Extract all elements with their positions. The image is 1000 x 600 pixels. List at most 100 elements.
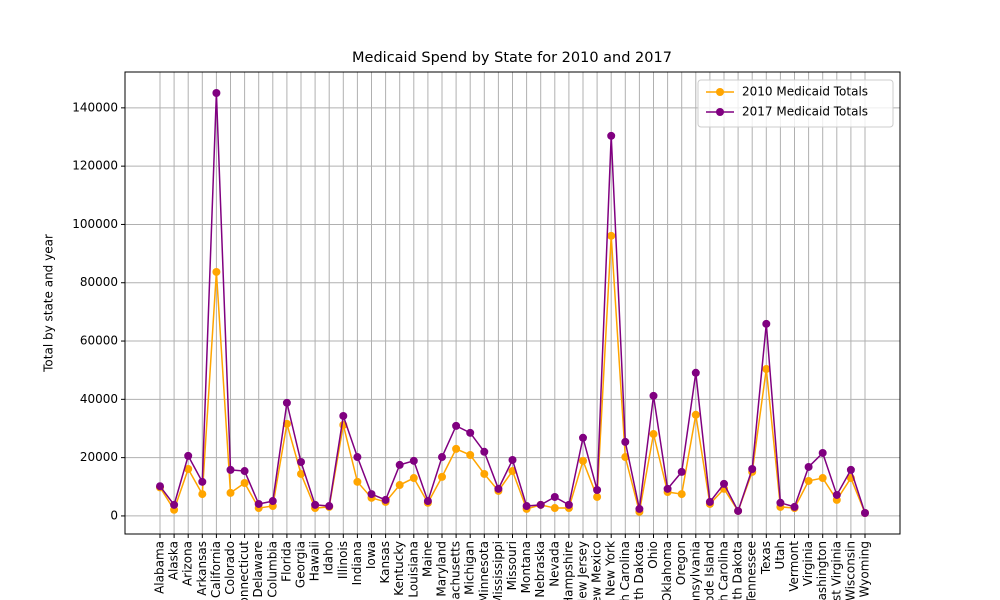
- data-point: [564, 500, 573, 509]
- x-tick-label: Louisiana: [406, 541, 420, 598]
- x-tick-label: New Mexico: [590, 541, 604, 600]
- x-tick-label: Vermont: [787, 541, 801, 592]
- data-point: [846, 465, 855, 474]
- data-point: [635, 504, 644, 513]
- data-point: [268, 497, 277, 506]
- x-tick-label: Virginia: [801, 541, 815, 586]
- x-tick-label: Kentucky: [392, 541, 406, 596]
- x-tick-label: Kansas: [378, 541, 392, 583]
- x-tick-label: Arizona: [181, 541, 195, 586]
- data-point: [282, 398, 291, 407]
- y-tick-label: 80000: [80, 275, 118, 289]
- legend-label: 2010 Medicaid Totals: [742, 85, 868, 99]
- data-point: [705, 497, 714, 506]
- data-point: [466, 428, 475, 437]
- data-point: [522, 502, 531, 511]
- legend-marker: [716, 108, 724, 116]
- plot: [156, 88, 869, 518]
- data-point: [170, 500, 179, 509]
- data-point: [832, 490, 841, 499]
- y-tick-label: 20000: [80, 450, 118, 464]
- x-tick-label: Texas: [759, 541, 773, 575]
- x-tick-label: Maryland: [435, 541, 449, 597]
- x-tick-label: New Jersey: [576, 541, 590, 600]
- legend-box: [697, 79, 894, 128]
- data-point: [649, 391, 658, 400]
- data-point: [325, 502, 334, 511]
- y-tick-label: 40000: [80, 392, 118, 406]
- x-tick-label: Montana: [519, 541, 533, 593]
- data-point: [409, 456, 418, 465]
- chart-title: Medicaid Spend by State for 2010 and 201…: [352, 50, 672, 66]
- y-tick-label: 60000: [80, 334, 118, 348]
- data-point: [311, 500, 320, 509]
- x-tick-label: Hawaii: [308, 541, 322, 581]
- x-tick-label: Rhode Island: [702, 541, 716, 600]
- data-point: [395, 481, 404, 490]
- data-point: [579, 433, 587, 442]
- axes-frame: [124, 71, 901, 535]
- x-tick-label: Nebraska: [533, 541, 547, 598]
- legend-label: 2017 Medicaid Totals: [742, 105, 868, 119]
- legend-marker: [716, 88, 724, 96]
- y-axis-label: Total by state and year: [42, 234, 56, 373]
- data-point: [480, 469, 489, 478]
- data-point: [691, 368, 700, 377]
- data-point: [550, 492, 559, 501]
- y-tick-label: 140000: [72, 100, 118, 114]
- x-tick-label: Michigan: [463, 541, 477, 595]
- x-tick-label: Nevada: [547, 541, 561, 587]
- x-tick-label: Maine: [420, 541, 434, 577]
- data-point: [452, 444, 461, 453]
- x-tick-label: Connecticut: [237, 541, 251, 600]
- x-tick-label: Alabama: [153, 541, 167, 594]
- data-point: [593, 492, 602, 501]
- data-point: [621, 453, 630, 462]
- data-point: [649, 430, 658, 439]
- data-point: [677, 490, 686, 499]
- data-point: [156, 482, 164, 491]
- data-point: [579, 456, 587, 465]
- x-tick-label: North Dakota: [632, 541, 646, 600]
- x-tick-label: South Carolina: [717, 541, 731, 600]
- data-point: [861, 509, 869, 518]
- data-point: [438, 453, 446, 462]
- data-point: [395, 460, 404, 469]
- data-point: [677, 467, 686, 476]
- data-point: [776, 498, 785, 507]
- data-point: [381, 495, 390, 504]
- x-tick-label: Oklahoma: [660, 541, 674, 600]
- data-point: [353, 477, 362, 486]
- x-tick-label: Wisconsin: [843, 541, 857, 600]
- x-tick-label: Ohio: [646, 541, 660, 569]
- x-tick-label: Indiana: [350, 541, 364, 585]
- x-tick-label: Iowa: [364, 541, 378, 569]
- x-tick-label: New York: [604, 541, 618, 596]
- data-point: [240, 478, 249, 487]
- data-point: [226, 488, 235, 497]
- data-point: [804, 476, 813, 485]
- data-point: [607, 231, 616, 240]
- data-point: [254, 499, 263, 508]
- data-point: [452, 421, 461, 430]
- data-point: [367, 490, 376, 499]
- data-point: [508, 455, 517, 464]
- data-point: [409, 474, 418, 483]
- x-tick-label: Arkansas: [195, 541, 209, 596]
- data-point: [748, 464, 757, 473]
- data-point: [212, 88, 221, 97]
- x-tick-label: New Hampshire: [561, 541, 575, 600]
- x-tick-label: Idaho: [322, 541, 336, 574]
- data-point: [734, 506, 743, 515]
- data-point: [423, 497, 432, 506]
- x-tick-label: Minnesota: [477, 541, 491, 600]
- data-point: [297, 458, 305, 467]
- data-point: [212, 267, 221, 276]
- data-point: [804, 462, 813, 471]
- data-point: [240, 467, 249, 476]
- x-tick-label: California: [209, 541, 223, 598]
- x-tick-label: Alaska: [167, 541, 181, 580]
- data-point: [621, 437, 630, 446]
- data-point: [184, 451, 193, 460]
- data-point: [226, 465, 235, 474]
